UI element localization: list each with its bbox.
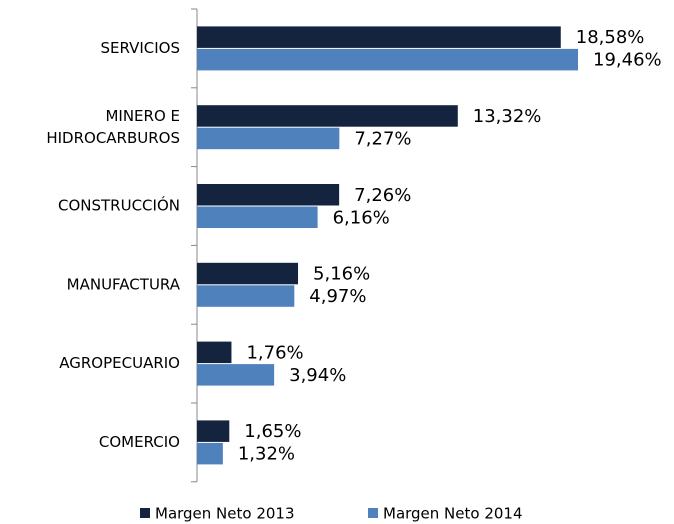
bar [197, 262, 299, 285]
legend-label: Margen Neto 2013 [155, 505, 295, 523]
value-label: 1,76% [246, 342, 303, 363]
category-label: CONSTRUCCIÓN [58, 196, 180, 215]
category-label: MANUFACTURA [67, 275, 181, 293]
bar [197, 105, 458, 127]
bar [197, 184, 340, 206]
bar [197, 364, 275, 386]
value-label: 1,32% [238, 444, 295, 465]
category-label: MINERO E HIDROCARBUROS [42, 107, 180, 147]
value-label: 13,32% [473, 106, 542, 127]
bar [197, 48, 578, 71]
category-label: SERVICIOS [100, 39, 180, 57]
bar [197, 206, 318, 228]
value-label: 3,94% [289, 365, 346, 386]
bar [197, 420, 230, 442]
value-label: 4,97% [309, 286, 366, 307]
bar [197, 442, 223, 465]
value-label: 5,16% [313, 264, 370, 285]
value-label: 1,65% [244, 421, 301, 442]
value-label: 18,58% [576, 27, 645, 48]
value-label: 7,26% [354, 185, 411, 206]
value-label: 7,27% [354, 128, 411, 149]
legend-label: Margen Neto 2014 [383, 505, 523, 523]
category-label: COMERCIO [99, 433, 180, 451]
legend-swatch [368, 508, 378, 518]
bar [197, 341, 232, 364]
category-label: AGROPECUARIO [59, 354, 180, 372]
legend-swatch [140, 508, 150, 518]
value-label: 19,46% [593, 50, 662, 71]
value-label: 6,16% [333, 207, 390, 228]
bar [197, 285, 295, 307]
bar [197, 26, 561, 48]
bar [197, 127, 340, 150]
